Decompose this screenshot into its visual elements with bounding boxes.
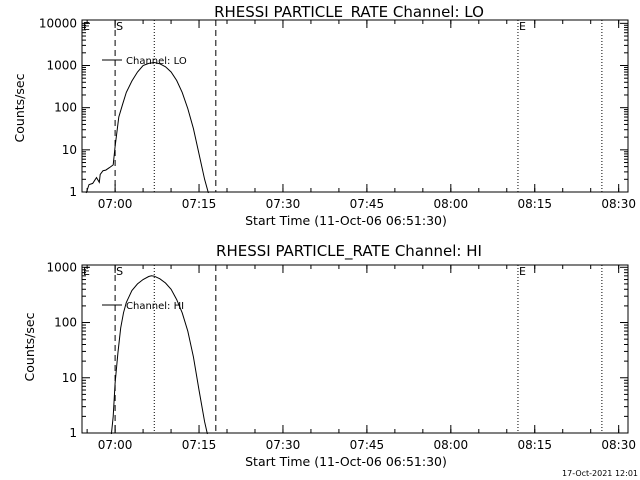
plot-frame — [81, 19, 629, 193]
start-marker-label: S — [116, 265, 123, 278]
y-tick-label: 10000 — [39, 16, 77, 30]
x-axis-label: Start Time (11-Oct-06 06:51:30) — [245, 454, 447, 469]
y-tick-label: 100 — [54, 101, 77, 115]
corner-marker-label: E — [83, 265, 90, 278]
x-tick-label: 08:15 — [517, 197, 552, 211]
lo-channel-panel: RHESSI PARTICLE_RATE Channel: LO Counts/… — [12, 3, 636, 228]
x-tick-label: 08:30 — [601, 438, 636, 452]
x-tick-label: 07:00 — [98, 197, 133, 211]
plot-frame — [81, 264, 629, 434]
legend-label: Channel: LO — [126, 56, 187, 67]
chart-title: RHESSI PARTICLE_RATE Channel: HI — [216, 242, 482, 261]
timestamp: 17-Oct-2021 12:01 — [562, 469, 638, 478]
x-tick-label: 07:15 — [182, 438, 217, 452]
x-tick-label: 07:15 — [182, 197, 217, 211]
series-line — [85, 61, 209, 194]
x-tick-label: 07:30 — [266, 197, 301, 211]
y-axis-label: Counts/sec — [22, 312, 37, 381]
x-tick-label: 07:30 — [266, 438, 301, 452]
end-marker-label: E — [519, 265, 526, 278]
chart-title: RHESSI PARTICLE_RATE Channel: LO — [214, 3, 484, 22]
x-tick-label: 08:00 — [434, 197, 469, 211]
corner-marker-label: E — [83, 20, 90, 33]
hi-channel-panel: RHESSI PARTICLE_RATE Channel: HI Counts/… — [22, 242, 636, 469]
y-tick-label: 10 — [62, 371, 77, 385]
y-tick-label: 1 — [69, 185, 77, 199]
y-tick-label: 1000 — [46, 260, 77, 274]
x-axis-label: Start Time (11-Oct-06 06:51:30) — [245, 213, 447, 228]
x-tick-label: 07:45 — [350, 197, 385, 211]
x-tick-label: 08:30 — [601, 197, 636, 211]
end-marker-label: E — [519, 20, 526, 33]
start-marker-label: S — [116, 20, 123, 33]
x-tick-label: 07:45 — [350, 438, 385, 452]
series-line — [110, 275, 208, 435]
y-tick-label: 10 — [62, 143, 77, 157]
y-tick-label: 1 — [69, 426, 77, 440]
x-tick-label: 08:00 — [434, 438, 469, 452]
y-tick-label: 100 — [54, 316, 77, 330]
y-tick-label: 1000 — [46, 59, 77, 73]
y-axis-label: Counts/sec — [12, 73, 27, 142]
x-tick-label: 08:15 — [517, 438, 552, 452]
legend-label: Channel: HI — [126, 301, 184, 312]
x-tick-label: 07:00 — [98, 438, 133, 452]
